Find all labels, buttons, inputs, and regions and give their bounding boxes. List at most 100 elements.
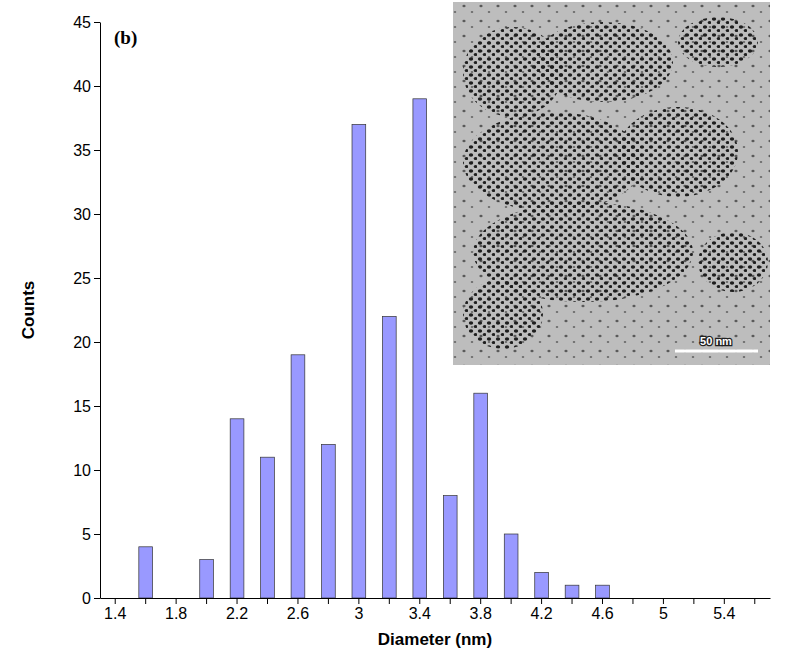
particle-cluster bbox=[698, 232, 768, 292]
y-tick-mark bbox=[94, 534, 100, 535]
y-axis: 0 5 10 15 20 25 30 35 40 45 bbox=[73, 14, 100, 607]
x-tick: 3 bbox=[354, 598, 363, 622]
x-tick bbox=[206, 598, 207, 604]
y-tick-label: 35 bbox=[73, 142, 91, 159]
x-tick-mark bbox=[297, 598, 298, 604]
y-tick-mark bbox=[94, 598, 100, 599]
bar bbox=[200, 560, 214, 598]
y-tick-mark bbox=[94, 86, 100, 87]
x-tick-mark bbox=[267, 598, 268, 604]
x-tick-mark bbox=[450, 598, 451, 604]
bar bbox=[504, 534, 518, 598]
y-tick-label: 30 bbox=[73, 206, 91, 223]
bar bbox=[261, 457, 275, 598]
y-axis-line bbox=[100, 23, 101, 599]
inset-sparse-particles bbox=[453, 2, 770, 365]
x-axis-title: Diameter (nm) bbox=[378, 630, 492, 649]
y-tick: 45 bbox=[73, 14, 100, 31]
panel-letter: (b) bbox=[114, 27, 137, 49]
y-tick-mark bbox=[94, 150, 100, 151]
bar bbox=[657, 598, 671, 599]
bar bbox=[413, 99, 427, 598]
x-tick bbox=[572, 598, 573, 604]
y-tick: 5 bbox=[82, 526, 100, 543]
x-tick-mark bbox=[724, 598, 725, 604]
particle-cluster bbox=[463, 279, 543, 349]
x-tick bbox=[267, 598, 268, 604]
x-tick-mark bbox=[754, 598, 755, 604]
bar bbox=[748, 598, 762, 599]
bar bbox=[382, 316, 396, 598]
particle-cluster bbox=[533, 22, 673, 102]
x-tick: 4.6 bbox=[591, 598, 613, 622]
inset-background bbox=[453, 2, 770, 365]
bar bbox=[139, 547, 153, 598]
chart-svg: 0 5 10 15 20 25 30 35 40 45 1.4 1.8 2.2 2.6 3 3.4 3.8 4.2… bbox=[0, 0, 789, 654]
x-axis-line bbox=[101, 598, 771, 599]
x-tick bbox=[754, 598, 755, 604]
x-tick bbox=[389, 598, 390, 604]
x-tick-label: 5 bbox=[659, 605, 668, 622]
y-tick: 35 bbox=[73, 142, 100, 159]
scale-bar-label: 50 nm bbox=[700, 335, 732, 347]
y-tick-mark bbox=[94, 470, 100, 471]
x-tick-mark bbox=[237, 598, 238, 604]
x-tick-mark bbox=[511, 598, 512, 604]
x-tick-mark bbox=[206, 598, 207, 604]
x-tick-mark bbox=[145, 598, 146, 604]
particle-cluster bbox=[678, 17, 758, 67]
x-tick: 2.6 bbox=[287, 598, 309, 622]
particle-cluster bbox=[463, 112, 643, 212]
x-tick-mark bbox=[602, 598, 603, 604]
y-tick-label: 25 bbox=[73, 270, 91, 287]
bar bbox=[108, 598, 122, 599]
x-tick-label: 3.4 bbox=[409, 605, 431, 622]
x-tick-mark bbox=[693, 598, 694, 604]
x-tick-label: 4.2 bbox=[530, 605, 552, 622]
y-tick-label: 20 bbox=[73, 334, 91, 351]
y-tick-label: 45 bbox=[73, 14, 91, 31]
x-tick-label: 1.4 bbox=[104, 605, 126, 622]
y-tick: 30 bbox=[73, 206, 100, 223]
y-tick-mark bbox=[94, 342, 100, 343]
x-tick: 1.4 bbox=[104, 598, 126, 622]
x-tick-label: 3.8 bbox=[470, 605, 492, 622]
bar bbox=[474, 393, 488, 598]
x-tick: 5.4 bbox=[713, 598, 735, 622]
x-tick bbox=[632, 598, 633, 604]
y-tick-label: 15 bbox=[73, 398, 91, 415]
x-tick-mark bbox=[541, 598, 542, 604]
y-tick: 40 bbox=[73, 78, 100, 95]
x-tick-mark bbox=[632, 598, 633, 604]
x-tick-mark bbox=[419, 598, 420, 604]
bar bbox=[596, 585, 610, 598]
x-tick-mark bbox=[176, 598, 177, 604]
x-tick-label: 4.6 bbox=[591, 605, 613, 622]
x-tick: 3.8 bbox=[470, 598, 492, 622]
bar bbox=[565, 585, 579, 598]
x-tick-mark bbox=[328, 598, 329, 604]
y-tick-mark bbox=[94, 278, 100, 279]
x-tick bbox=[328, 598, 329, 604]
x-tick: 3.4 bbox=[409, 598, 431, 622]
bar bbox=[291, 355, 305, 598]
bar bbox=[322, 444, 336, 598]
x-tick-label: 2.2 bbox=[226, 605, 248, 622]
bar bbox=[443, 496, 457, 598]
y-tick-label: 0 bbox=[82, 590, 91, 607]
x-axis: 1.4 1.8 2.2 2.6 3 3.4 3.8 4.2 4.6 5 5.4 bbox=[101, 598, 771, 622]
y-tick-label: 10 bbox=[73, 462, 91, 479]
x-tick: 1.8 bbox=[165, 598, 187, 622]
inset-image bbox=[453, 2, 770, 365]
y-tick: 25 bbox=[73, 270, 100, 287]
x-tick-mark bbox=[480, 598, 481, 604]
x-tick-mark bbox=[663, 598, 664, 604]
y-tick-mark bbox=[94, 214, 100, 215]
x-tick-mark bbox=[358, 598, 359, 604]
x-tick bbox=[145, 598, 146, 604]
y-tick: 0 bbox=[82, 590, 100, 607]
x-tick bbox=[693, 598, 694, 604]
bar bbox=[230, 419, 244, 598]
x-tick-label: 3 bbox=[354, 605, 363, 622]
bar bbox=[687, 598, 701, 599]
